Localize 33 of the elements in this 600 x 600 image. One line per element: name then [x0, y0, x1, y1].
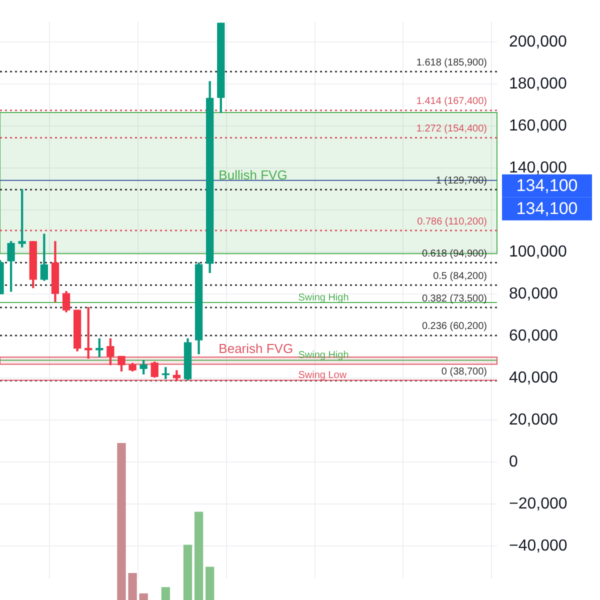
ref-line-label: Swing Low [298, 370, 348, 381]
ref-line-label: 0.5 (84,200) [433, 270, 487, 282]
ref-line-label: Swing High [298, 292, 349, 304]
y-tick-label: 60,000 [509, 327, 558, 344]
y-tick-label: 200,000 [509, 33, 567, 50]
ref-line-label: 0.236 (60,200) [422, 321, 487, 332]
y-tick-label: −20,000 [509, 495, 568, 512]
y-tick-label: −40,000 [509, 537, 568, 554]
ref-line-label: 1.414 (167,400) [416, 96, 487, 108]
text: 134,100 [516, 199, 578, 218]
y-tick-label: 40,000 [509, 369, 558, 386]
ref-line-label: 0.786 (110,200) [417, 216, 487, 228]
bar [139, 593, 148, 600]
ref-line-label: 0.382 (73,500) [422, 293, 487, 304]
bar [206, 566, 214, 600]
y-tick-label: 140,000 [509, 159, 567, 176]
ref-line-label: 1.618 (185,900) [416, 57, 487, 68]
band-label: Bearish FVG [218, 341, 294, 356]
y-tick-label: 0 [509, 453, 518, 470]
bar [161, 587, 170, 600]
y-tick-label: 20,000 [509, 411, 558, 428]
ref-line-label: 0 (38,700) [441, 366, 487, 378]
ref-line-label: 1.272 (154,400) [416, 123, 487, 134]
y-tick-label: 80,000 [509, 285, 558, 302]
text: 134,100 [516, 176, 578, 196]
y-tick-label: 160,000 [509, 117, 567, 134]
bar [117, 443, 126, 600]
bar [128, 572, 137, 600]
bar [183, 544, 192, 600]
y-tick-label: 100,000 [509, 243, 567, 260]
bar [194, 512, 204, 600]
y-tick-label: 180,000 [509, 75, 567, 92]
band-label: Bullish FVG [218, 168, 288, 183]
